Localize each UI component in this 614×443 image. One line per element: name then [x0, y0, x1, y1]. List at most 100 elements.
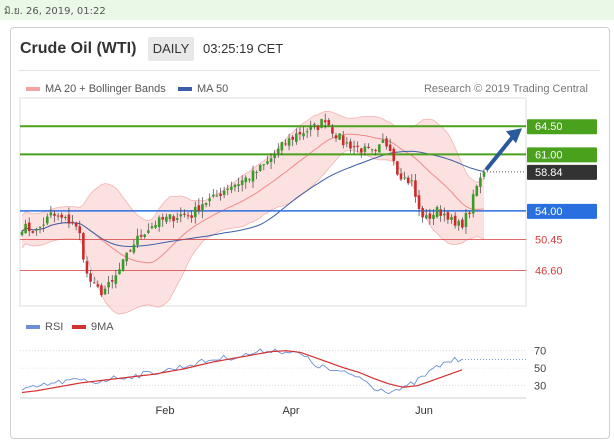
candle-body [421, 208, 424, 218]
timestamp: มิ.ย. 26, 2019, 01:22 [4, 6, 106, 17]
candle-body [349, 141, 352, 149]
candle-body [42, 224, 45, 226]
candle-body [89, 273, 92, 282]
candle-body [110, 280, 114, 282]
candle-body [381, 139, 385, 143]
candle-body [56, 215, 60, 217]
candle-body [367, 146, 370, 149]
header-divider [18, 70, 600, 71]
chart-time: 03:25:19 CET [203, 41, 284, 56]
candle-body [165, 216, 168, 222]
timeframe-badge[interactable]: DAILY [148, 37, 194, 61]
candle-body [161, 217, 165, 220]
candle-body [363, 146, 367, 152]
candle-body [273, 154, 276, 159]
level-label-46-60: 46.60 [535, 266, 563, 278]
candle-body [269, 158, 273, 163]
candle-body [471, 194, 475, 214]
candle-body [479, 177, 482, 187]
rsi-tick-50: 50 [534, 363, 546, 375]
candle-body [20, 231, 24, 236]
candle-body [359, 148, 363, 153]
candle-body [392, 148, 396, 161]
candle-body [150, 226, 154, 229]
legend-9ma-label: 9MA [91, 321, 114, 333]
candle-body [248, 179, 251, 181]
ma20-line [21, 133, 485, 264]
candle-body [385, 138, 388, 147]
candle-body [143, 234, 147, 238]
candle-body [74, 222, 78, 227]
candle-body [287, 138, 291, 146]
x-axis-label-apr: Apr [282, 405, 299, 417]
candle-body [64, 216, 67, 218]
candle-body [284, 143, 287, 145]
candle-body [356, 145, 359, 147]
timestamp-bar: มิ.ย. 26, 2019, 01:22 [0, 0, 614, 20]
candle-body [186, 215, 190, 217]
candle-body [24, 223, 27, 234]
candle-body [82, 233, 85, 260]
candle-body [132, 244, 136, 253]
candle-body [78, 226, 82, 234]
x-axis-label-jun: Jun [415, 405, 433, 417]
candle-body [49, 212, 53, 216]
candle-body [331, 127, 334, 134]
rsi-ma9-line [21, 350, 463, 394]
candle-body [85, 261, 89, 274]
legend-rsi: RSI [26, 321, 63, 333]
candle-body [414, 180, 417, 197]
candle-body [183, 213, 186, 215]
level-label-58-84: 58.84 [535, 167, 563, 179]
instrument-title: Crude Oil (WTI) [20, 40, 137, 57]
candle-body [262, 164, 266, 166]
candle-body [320, 119, 323, 128]
candle-body [388, 144, 392, 152]
candle-body [276, 148, 280, 154]
candle-body [464, 213, 468, 228]
candle-body [197, 205, 201, 212]
candle-body [295, 133, 298, 142]
candle-body [114, 275, 118, 284]
candle-body [157, 217, 161, 227]
candle-body [71, 221, 74, 224]
ma50-swatch [178, 87, 192, 91]
candle-body [313, 123, 316, 125]
candle-body [435, 207, 439, 217]
legend-bollinger-label: MA 20 + Bollinger Bands [45, 83, 166, 95]
candle-body [121, 259, 125, 272]
candle-body [291, 136, 295, 140]
ma9-swatch [72, 325, 86, 329]
legend-bollinger: MA 20 + Bollinger Bands [26, 83, 166, 95]
candle-body [468, 212, 471, 214]
candle-body [31, 231, 35, 233]
candle-body [154, 224, 157, 228]
ma50-line [21, 150, 485, 247]
candle-body [125, 252, 128, 262]
level-tag-58-84 [527, 164, 597, 180]
level-label-54-00: 54.00 [535, 206, 563, 218]
candle-body [345, 142, 349, 144]
candle-body [67, 214, 71, 224]
candle-body [233, 184, 237, 188]
candle-body [338, 133, 341, 140]
candle-body [139, 234, 143, 237]
candle-body [230, 186, 233, 190]
candle-body [280, 142, 284, 151]
candle-body [244, 177, 248, 183]
candle-body [453, 215, 457, 226]
candle-body [341, 135, 345, 146]
rsi-line [21, 348, 463, 395]
candle-body [327, 120, 331, 126]
legend-rsi-label: RSI [45, 321, 64, 333]
price-pane-frame [19, 97, 527, 307]
candle-body [352, 146, 356, 148]
rsi-tick-30: 30 [534, 381, 546, 393]
candle-body [208, 198, 211, 202]
candle-body [417, 195, 421, 210]
candle-body [136, 235, 139, 245]
candle-body [204, 202, 208, 205]
candle-body [482, 171, 486, 177]
candle-body [305, 131, 309, 133]
candle-body [374, 150, 378, 152]
